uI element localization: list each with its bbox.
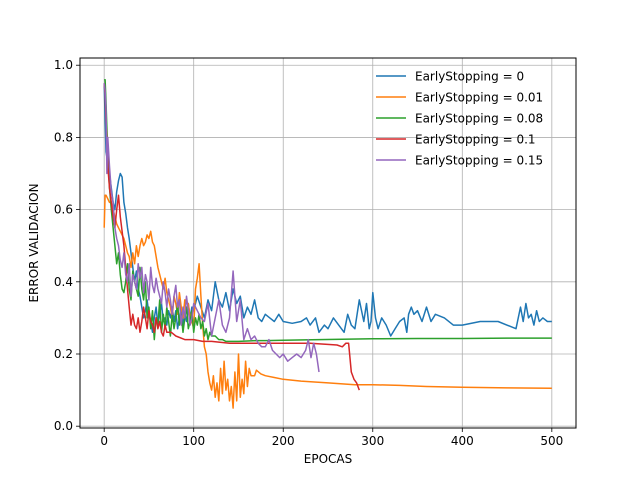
y-tick-label: 0.2 bbox=[54, 347, 73, 361]
series-line-4 bbox=[103, 83, 320, 373]
x-tick-label: 500 bbox=[540, 434, 563, 448]
y-tick-label: 0.0 bbox=[54, 419, 73, 433]
legend: EarlyStopping = 0 EarlyStopping = 0.01 Ear… bbox=[376, 70, 543, 168]
y-tick-label: 1.0 bbox=[54, 58, 73, 72]
x-tick-label: 0 bbox=[100, 434, 108, 448]
plot-frame bbox=[79, 57, 577, 429]
y-tick-label: 0.8 bbox=[54, 130, 73, 144]
x-tick-label: 200 bbox=[272, 434, 295, 448]
y-tick-label: 0.4 bbox=[54, 275, 73, 289]
x-tick-label: 300 bbox=[361, 434, 384, 448]
legend-label-2: EarlyStopping = 0.08 bbox=[415, 112, 543, 126]
legend-label-0: EarlyStopping = 0 bbox=[415, 70, 524, 84]
x-tick-label: 100 bbox=[182, 434, 205, 448]
axis-ticks: 0 100 200 300 400 500 0.0 0.2 0.4 0.6 0.8 1.0 bbox=[54, 58, 563, 448]
series-line-3 bbox=[103, 83, 361, 391]
legend-label-4: EarlyStopping = 0.15 bbox=[415, 154, 543, 168]
x-tick-label: 400 bbox=[451, 434, 474, 448]
y-axis-label: ERROR VALIDACION bbox=[27, 183, 41, 302]
legend-label-1: EarlyStopping = 0.01 bbox=[415, 91, 543, 105]
legend-label-3: EarlyStopping = 0.1 bbox=[415, 133, 536, 147]
y-tick-label: 0.6 bbox=[54, 203, 73, 217]
series-layer bbox=[103, 78, 552, 409]
x-axis-label: EPOCAS bbox=[304, 452, 352, 466]
grid bbox=[80, 58, 576, 428]
